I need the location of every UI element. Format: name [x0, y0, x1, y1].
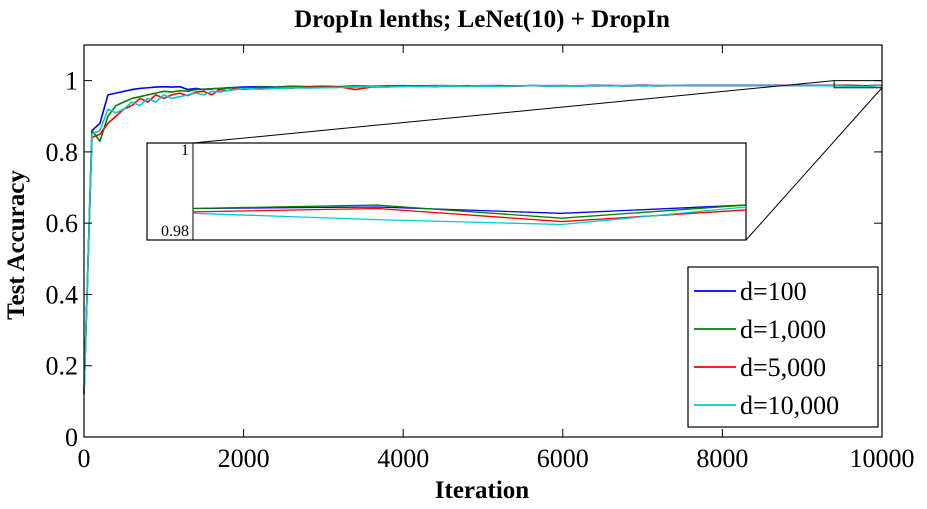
- x-tick-label: 10000: [850, 444, 915, 473]
- y-tick-label: 0.8: [46, 138, 79, 167]
- legend-label-2: d=5,000: [740, 353, 826, 382]
- zoom-connector-top: [192, 80, 835, 144]
- legend-label-1: d=1,000: [740, 315, 826, 344]
- axes-layer: 0 2000 4000 6000 8000 10000 0 0.2 0.4 0.6 0.8 1: [46, 44, 915, 473]
- inset-zoom-plot: 0.98 1: [146, 142, 747, 241]
- inset-y-tick-label: 1: [181, 142, 189, 159]
- inset-series-line-1: [192, 204, 747, 219]
- inset-series-line-0: [192, 204, 747, 214]
- y-axis-label: Test Accuracy: [3, 170, 30, 320]
- x-tick-label: 4000: [377, 444, 429, 473]
- zoom-connector-bottom: [745, 87, 883, 241]
- x-tick-label: 8000: [696, 444, 748, 473]
- legend-label-3: d=10,000: [740, 391, 839, 420]
- x-tick-label: 2000: [218, 444, 270, 473]
- legend-box: [687, 266, 879, 428]
- inset-frame: [146, 142, 747, 241]
- inset-y-tick-label: 0.98: [161, 223, 189, 240]
- y-tick-label: 0.2: [46, 352, 79, 381]
- y-tick-label: 1: [65, 67, 78, 96]
- series-layer: [83, 84, 883, 395]
- series-line-3: [83, 84, 883, 395]
- legend-label-0: d=100: [740, 277, 807, 306]
- zoom-region-box: [833, 80, 883, 89]
- y-tick-label: 0.4: [46, 280, 79, 309]
- inset-series-line-3: [192, 206, 747, 226]
- x-tick-label: 0: [78, 444, 91, 473]
- axes-frame: [83, 44, 883, 438]
- x-axis-label: Iteration: [435, 477, 530, 504]
- zoom-connectors: [192, 80, 883, 241]
- legend: d=100 d=1,000 d=5,000 d=10,000: [687, 266, 879, 428]
- y-tick-label: 0.6: [46, 209, 79, 238]
- y-tick-label: 0: [65, 423, 78, 452]
- x-tick-label: 6000: [537, 444, 589, 473]
- chart-title: DropIn lenths; LeNet(10) + DropIn: [294, 6, 670, 33]
